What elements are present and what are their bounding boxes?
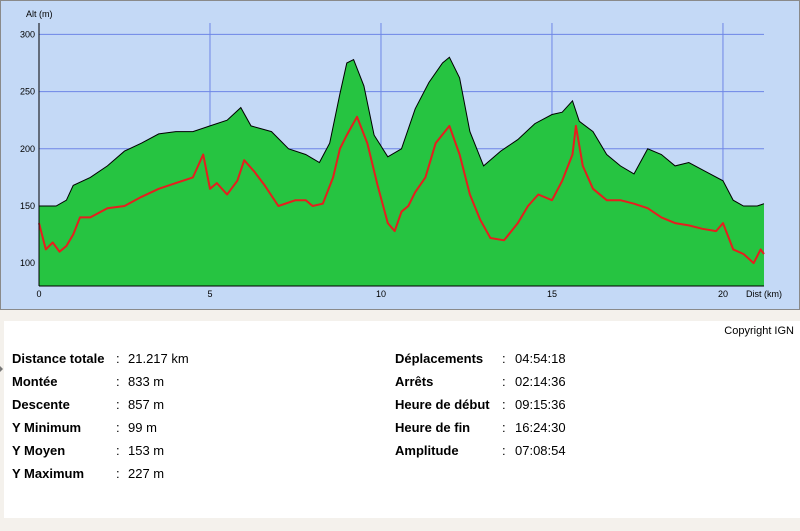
stat-separator: : — [502, 443, 506, 458]
stat-label: Montée — [12, 374, 58, 389]
stat-label: Heure de début — [395, 397, 490, 412]
x-tick-label: 15 — [547, 289, 557, 299]
stat-value: 16:24:30 — [515, 420, 566, 435]
elevation-profile-svg: 100 150 200 250 300 0 5 10 15 20 Alt (m) Dist (km) — [0, 0, 800, 310]
stat-separator: : — [502, 351, 506, 366]
track-line — [38, 115, 765, 265]
stat-value: 227 m — [128, 466, 165, 481]
x-axis-label: Dist (km) — [746, 289, 782, 299]
stat-label: Y Minimum — [12, 420, 82, 435]
stat-value: 04:54:18 — [515, 351, 566, 366]
y-tick-label: 250 — [20, 87, 35, 97]
y-tick-label: 200 — [20, 144, 35, 154]
stat-label: Déplacements — [395, 351, 484, 366]
x-tick-label: 10 — [376, 289, 386, 299]
stat-label: Y Moyen — [12, 443, 66, 458]
stat-label: Amplitude — [395, 443, 459, 458]
stat-separator: : — [116, 420, 120, 435]
stat-separator: : — [502, 420, 506, 435]
stat-value: 99 m — [128, 420, 157, 435]
stat-separator: : — [116, 397, 120, 412]
stat-value: 02:14:36 — [515, 374, 566, 389]
stat-label: Heure de fin — [395, 420, 471, 435]
stat-value: 833 m — [128, 374, 165, 389]
stat-separator: : — [116, 466, 120, 481]
stat-separator: : — [502, 374, 506, 389]
stat-value: 21.217 km — [128, 351, 189, 366]
stat-label: Distance totale — [12, 351, 105, 366]
stat-value: 09:15:36 — [515, 397, 566, 412]
panel-arrow-icon — [0, 366, 3, 372]
x-tick-label: 20 — [718, 289, 728, 299]
x-tick-label: 0 — [36, 289, 41, 299]
elevation-profile-chart: 100 150 200 250 300 0 5 10 15 20 Alt (m) Dist (km) — [0, 0, 800, 310]
elevation-area-outline — [39, 56, 765, 207]
stat-separator: : — [116, 351, 120, 366]
stat-value: 857 m — [128, 397, 165, 412]
stat-value: 153 m — [128, 443, 165, 458]
stat-separator: : — [116, 443, 120, 458]
stat-separator: : — [116, 374, 120, 389]
y-axis-label: Alt (m) — [26, 9, 53, 19]
y-tick-label: 100 — [20, 258, 35, 268]
x-tick-label: 5 — [207, 289, 212, 299]
stat-label: Arrêts — [395, 374, 434, 389]
stat-value: 07:08:54 — [515, 443, 566, 458]
elevation-area — [39, 57, 764, 286]
stat-separator: : — [502, 397, 506, 412]
stats-panel: Copyright IGN Distance totale : 21.217 k… — [4, 321, 800, 518]
y-tick-label: 150 — [20, 201, 35, 211]
stat-label: Descente — [12, 397, 70, 412]
copyright-text: Copyright IGN — [724, 325, 794, 337]
stat-label: Y Maximum — [12, 466, 85, 481]
y-tick-label: 300 — [20, 29, 35, 39]
